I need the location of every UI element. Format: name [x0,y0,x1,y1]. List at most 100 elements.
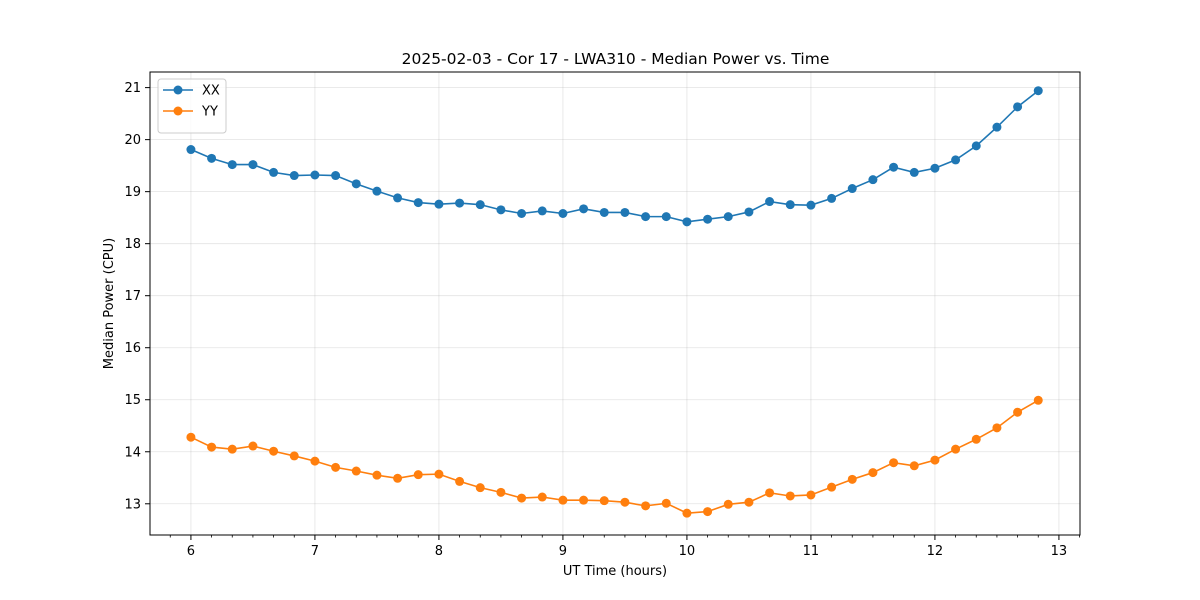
legend-entry-yy: YY [163,105,218,120]
x-axis-label: UT Time (hours) [563,564,667,579]
data-point-yy [1033,395,1043,405]
data-point-yy [889,458,899,468]
axes-frame [149,71,1081,536]
data-point-yy [496,487,506,497]
data-point-xx [372,186,382,196]
data-point-xx [641,212,651,222]
data-point-xx [579,204,589,214]
data-point-xx [723,212,733,222]
data-point-xx [765,197,775,207]
data-point-xx [682,217,692,227]
x-tick-label: 12 [927,544,944,559]
data-point-yy [992,423,1002,433]
data-point-xx [248,160,258,170]
data-point-yy [868,468,878,478]
data-point-yy [413,470,423,480]
data-point-yy [930,455,940,465]
data-point-xx [207,153,217,163]
data-point-xx [806,200,816,210]
y-tick-label: 19 [124,185,141,200]
y-tick-label: 20 [124,133,141,148]
data-point-xx [951,155,961,165]
data-point-xx [930,163,940,173]
data-point-xx [186,145,196,155]
data-point-yy [971,434,981,444]
data-point-yy [599,496,609,506]
series-line-xx [190,90,1039,223]
data-point-yy [455,476,465,486]
data-point-yy [1013,407,1023,417]
x-tick-label: 6 [187,544,195,559]
data-point-yy [909,461,919,471]
data-point-xx [785,200,795,210]
data-point-yy [558,495,568,505]
data-point-yy [351,466,361,476]
data-point-yy [682,508,692,518]
data-point-yy [186,432,196,442]
data-point-yy [765,488,775,498]
y-tick-label: 16 [124,341,141,356]
data-point-yy [372,470,382,480]
data-point-yy [579,495,589,505]
data-point-xx [331,171,341,181]
data-point-xx [269,167,279,177]
x-tick-label: 11 [803,544,820,559]
data-point-xx [1013,102,1023,112]
x-tick-label: 10 [679,544,696,559]
series-yy [186,395,1043,518]
data-point-yy [827,482,837,492]
data-point-xx [310,170,320,180]
data-point-yy [248,441,258,451]
data-point-yy [475,483,485,493]
y-tick-label: 18 [124,237,141,252]
grid [150,72,1080,535]
data-point-xx [599,207,609,217]
data-point-xx [868,175,878,185]
data-point-xx [1033,86,1043,96]
data-point-yy [785,491,795,501]
series-line-yy [190,399,1039,514]
data-point-yy [331,462,341,472]
data-point-xx [744,207,754,217]
data-point-xx [661,212,671,222]
data-point-yy [620,497,630,507]
data-point-yy [207,442,217,452]
x-tick-label: 8 [435,544,443,559]
data-point-xx [289,171,299,181]
series-layer [186,86,1043,518]
y-tick-label: 21 [124,81,141,96]
x-tick-label: 9 [559,544,567,559]
legend: XX YY [157,78,227,134]
data-point-xx [827,193,837,203]
legend-entry-xx: XX [163,84,220,99]
data-point-yy [517,493,527,503]
ticks: 6 7 8 9 10 11 12 13 13 14 15 16 17 18 19 20 21 [124,81,1080,559]
data-point-yy [723,499,733,509]
data-point-yy [393,473,403,483]
y-tick-label: 13 [124,497,141,512]
y-axis-label: Median Power (CPU) [102,238,117,369]
data-point-yy [434,469,444,479]
data-point-yy [847,474,857,484]
data-point-yy [310,456,320,466]
data-point-xx [455,198,465,208]
series-xx [186,86,1043,227]
data-point-yy [744,497,754,507]
data-point-xx [537,206,547,216]
data-point-yy [227,444,237,454]
data-point-xx [703,214,713,224]
data-point-xx [558,209,568,219]
data-point-yy [641,501,651,511]
y-tick-label: 14 [124,445,141,460]
data-point-yy [661,498,671,508]
legend-label: XX [202,84,220,99]
data-point-xx [413,198,423,208]
data-point-yy [806,490,816,500]
x-tick-label: 7 [311,544,319,559]
data-point-yy [951,444,961,454]
data-point-yy [269,446,279,456]
y-tick-label: 17 [124,289,141,304]
data-point-yy [703,507,713,517]
data-point-xx [393,193,403,203]
